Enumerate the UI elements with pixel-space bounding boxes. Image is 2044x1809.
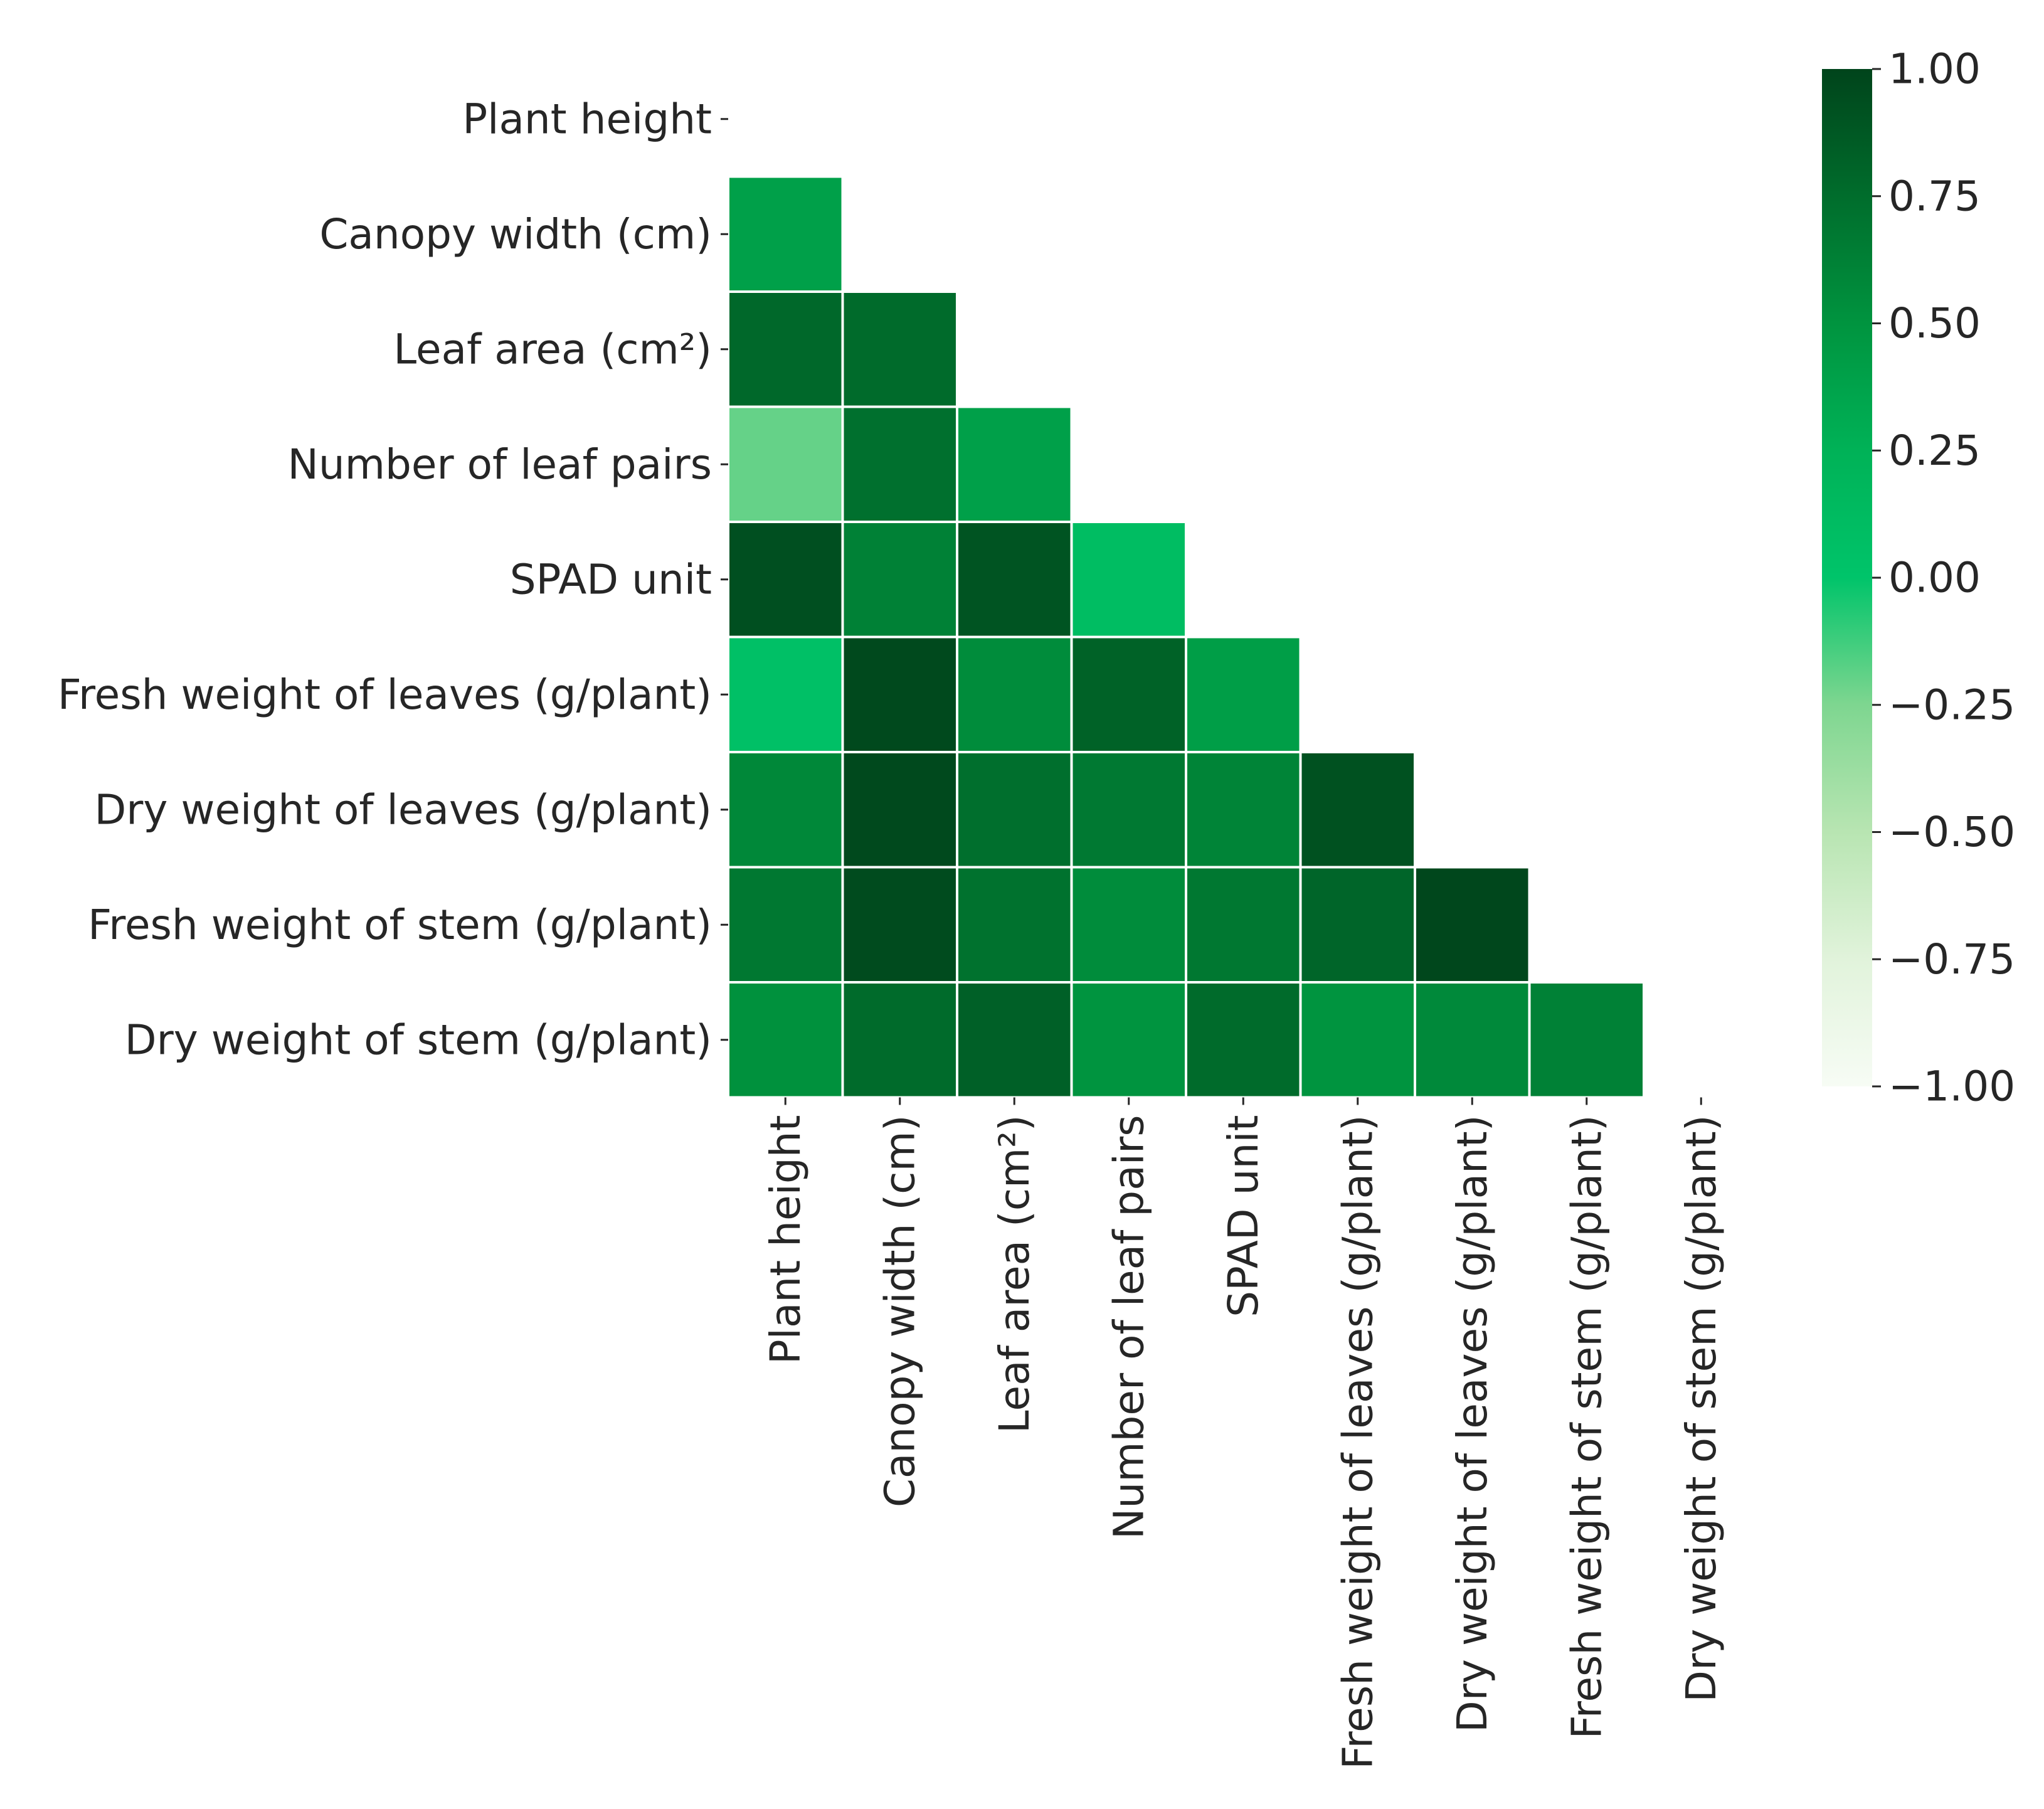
heatmap-cell-r7-c0 (727, 866, 844, 984)
heatmap-cell-r7-c2 (956, 866, 1073, 984)
heatmap-cell-r4-c2 (956, 521, 1073, 639)
heatmap-cell-r5-c4 (1185, 635, 1302, 753)
heatmap-cell-r4-c3 (1070, 521, 1187, 639)
x-tick-label: Plant height (761, 1115, 810, 1365)
colorbar-tick-label: 0.25 (1888, 427, 1981, 475)
heatmap-cell-r7-c4 (1185, 866, 1302, 984)
heatmap-cells (727, 175, 1645, 1099)
y-tick-label: Fresh weight of leaves (g/plant) (58, 671, 712, 719)
heatmap-cell-r5-c0 (727, 635, 844, 753)
y-tick-label: Number of leaf pairs (288, 440, 712, 489)
heatmap-cell-r7-c5 (1299, 866, 1416, 984)
y-axis: Plant height Canopy width (cm) Leaf area (… (58, 95, 728, 1064)
y-tick-label: Canopy width (cm) (319, 210, 712, 258)
heatmap-cell-r3-c0 (727, 405, 844, 523)
x-axis: Plant height Canopy width (cm) Leaf area (… (761, 1097, 1725, 1769)
y-tick-label: Fresh weight of stem (g/plant) (88, 901, 712, 949)
colorbar: 1.00 0.75 0.50 0.25 0.00 −0.25 −0.50 −0.75 −1.00 (1822, 45, 2015, 1111)
x-tick-label: SPAD unit (1219, 1115, 1268, 1317)
heatmap-cell-r8-c5 (1299, 981, 1416, 1099)
heatmap-cell-r8-c0 (727, 981, 844, 1099)
y-tick-label: Plant height (462, 95, 712, 143)
heatmap-cell-r7-c3 (1070, 866, 1187, 984)
heatmap-cell-r3-c1 (841, 405, 958, 523)
colorbar-tick-label: −0.75 (1888, 935, 2015, 984)
colorbar-tick-label: −0.25 (1888, 681, 2015, 729)
x-tick-label: Fresh weight of stem (g/plant) (1562, 1115, 1611, 1739)
x-tick-label: Dry weight of leaves (g/plant) (1448, 1115, 1496, 1733)
colorbar-tick-label: −0.50 (1888, 808, 2015, 856)
heatmap-cell-r1-c0 (727, 175, 844, 293)
heatmap-cell-r5-c2 (956, 635, 1073, 753)
heatmap-cell-r4-c0 (727, 521, 844, 639)
heatmap-cell-r2-c0 (727, 290, 844, 408)
heatmap-cell-r2-c1 (841, 290, 958, 408)
colorbar-tick-label: −1.00 (1888, 1063, 2015, 1111)
colorbar-tick-label: 0.75 (1888, 172, 1981, 220)
x-tick-label: Number of leaf pairs (1104, 1115, 1153, 1540)
heatmap-cell-r8-c1 (841, 981, 958, 1099)
y-tick-label: Leaf area (cm²) (393, 325, 712, 373)
heatmap-cell-r7-c6 (1414, 866, 1531, 984)
colorbar-gradient (1822, 69, 1872, 1086)
y-tick-label: SPAD unit (510, 555, 712, 603)
heatmap-cell-r6-c3 (1070, 751, 1187, 869)
heatmap-cell-r6-c2 (956, 751, 1073, 869)
heatmap-cell-r6-c5 (1299, 751, 1416, 869)
colorbar-tick-label: 0.50 (1888, 299, 1981, 347)
colorbar-tick-label: 1.00 (1888, 45, 1981, 93)
heatmap-cell-r8-c3 (1070, 981, 1187, 1099)
x-tick-label: Fresh weight of leaves (g/plant) (1333, 1115, 1382, 1769)
heatmap-cell-r6-c0 (727, 751, 844, 869)
colorbar-tick-label: 0.00 (1888, 554, 1981, 602)
x-tick-label: Canopy width (cm) (876, 1115, 924, 1508)
heatmap-cell-r7-c1 (841, 866, 958, 984)
x-tick-label: Leaf area (cm²) (990, 1115, 1039, 1434)
heatmap-cell-r6-c1 (841, 751, 958, 869)
heatmap-cell-r6-c4 (1185, 751, 1302, 869)
heatmap-cell-r8-c4 (1185, 981, 1302, 1099)
heatmap-cell-r3-c2 (956, 405, 1073, 523)
y-tick-label: Dry weight of stem (g/plant) (125, 1016, 712, 1064)
heatmap-cell-r4-c1 (841, 521, 958, 639)
x-tick-label: Dry weight of stem (g/plant) (1677, 1115, 1725, 1702)
heatmap-cell-r8-c6 (1414, 981, 1531, 1099)
heatmap-cell-r5-c1 (841, 635, 958, 753)
y-tick-label: Dry weight of leaves (g/plant) (94, 785, 712, 834)
heatmap-cell-r5-c3 (1070, 635, 1187, 753)
heatmap-cell-r8-c7 (1528, 981, 1645, 1099)
heatmap-cell-r8-c2 (956, 981, 1073, 1099)
